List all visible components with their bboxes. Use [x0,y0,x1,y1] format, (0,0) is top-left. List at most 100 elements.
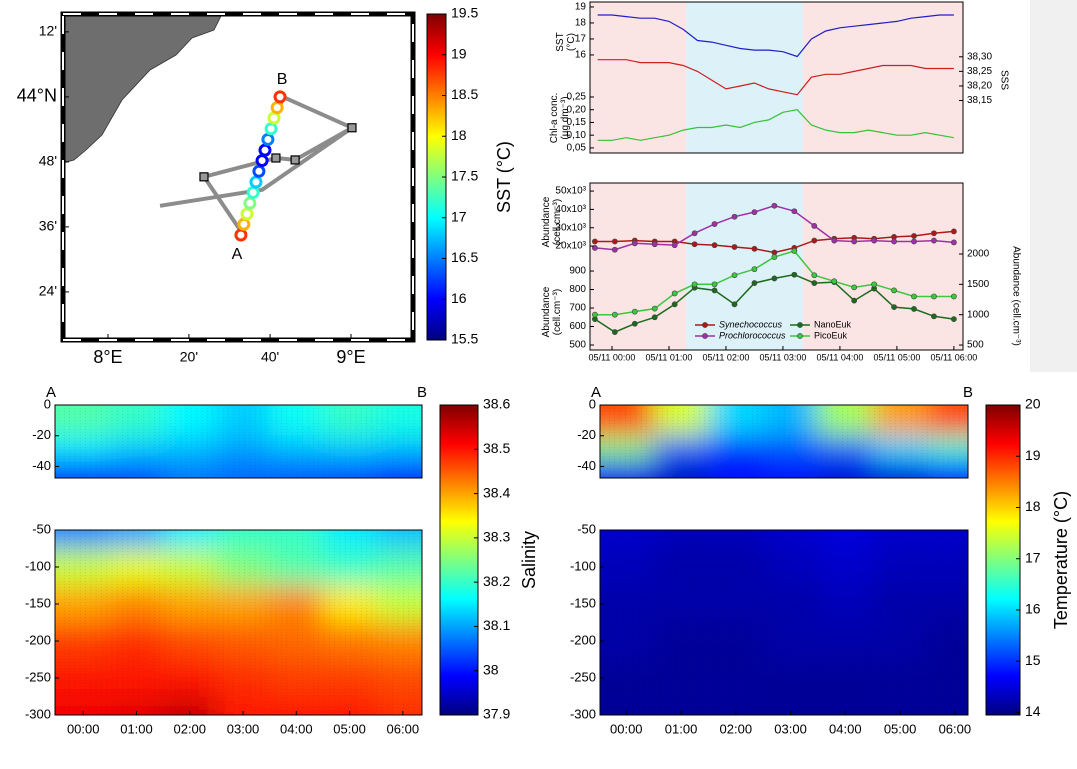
colorbar-tick-label: 38.3 [483,529,510,545]
series-marker [671,242,678,249]
colorbar-tick-label: 16.5 [451,249,478,265]
section-cell [163,696,217,715]
section-cell [708,585,764,623]
x-tick-label: 40' [261,349,279,365]
section-cell [817,460,874,478]
colorbar-tick-label: 18 [451,127,467,143]
y-tick-label: 2000 [967,249,990,260]
colorbar-tick-label: 19 [451,45,467,61]
y-tick-label: 1000 [967,309,990,320]
y-axis-label: Abundance [541,286,552,337]
colorbar-tick-label: 14 [1025,703,1041,719]
y-tick-label: -100 [570,558,596,573]
y-tick-label: 0 [589,396,596,411]
x-tick-label: 05/11 04:00 [816,352,863,362]
section-cell [163,585,217,623]
section-cell [109,460,164,478]
section-cell [600,460,655,478]
series-marker [631,320,638,327]
y-tick-label: 12' [39,23,57,39]
section-cell [163,659,217,697]
x-tick-label: 00:00 [67,721,100,736]
section-cell [872,585,928,623]
colorbar-tick-label: 16 [1025,601,1041,617]
section-cell [269,460,324,478]
section-panel [55,530,422,715]
colorbar-tick-label: 38.5 [483,440,510,456]
section-cell [322,585,377,623]
point-label: B [277,71,288,88]
x-tick-label: 8°E [93,347,122,367]
section-cell [872,659,928,697]
section-cell [872,622,928,660]
section-cell [376,696,422,715]
section-cell [817,659,874,697]
series-marker [592,238,598,245]
colorbar-tick-label: 17.5 [451,168,478,184]
section-cell [872,530,928,549]
section-cell [817,585,874,623]
section-cell [163,435,217,461]
colorbar-tick-label: 20 [1025,396,1041,412]
sst-point [246,185,260,199]
section-cell [763,585,819,623]
series-marker [671,301,678,308]
section-end-label: B [963,384,973,401]
section-cell [653,548,709,586]
sst-point [240,207,254,221]
y-tick-label: 0,10 [567,130,587,141]
series-marker [651,314,658,321]
y-tick-label: 38,30 [967,51,992,62]
series-marker [891,238,897,245]
x-tick-label: 04:00 [829,721,862,736]
series-marker [811,272,818,279]
y-tick-label: 1500 [967,279,990,290]
coastline [62,13,223,164]
section-cell [653,696,709,715]
legend-marker [702,333,708,339]
section-cell [322,622,377,660]
section-cell [322,530,377,549]
plot-frame [589,182,964,351]
plot-frame [589,1,964,154]
section-cell [55,659,111,697]
section-cell [376,622,422,660]
panel-frame [54,404,423,479]
colorbar-tick-label: 38.1 [483,617,510,633]
sst-point [267,111,281,125]
section-cell [269,585,324,623]
section-cell [322,405,377,437]
section-cell [600,405,655,437]
section-cell [763,622,819,660]
y-axis-label: Abundance (cell.cm⁻³) [1010,246,1021,346]
legend-label: NanoEuk [814,319,852,329]
y-tick-label: -20 [32,427,51,442]
section-cell [872,405,928,437]
section-cell [109,696,164,715]
section-cell [163,530,217,549]
series-marker [691,241,698,248]
section-cell [163,548,217,586]
x-tick-label: 05/11 00:00 [589,352,636,362]
section-cell [763,460,819,478]
y-tick-label: 700 [569,303,586,314]
section-cell [708,530,764,549]
y-tick-label: -150 [25,595,51,610]
y-tick-label: -300 [25,706,51,721]
section-cell [927,622,968,660]
series-marker [911,306,917,312]
section-cell [55,622,111,660]
section-cell [163,405,217,437]
x-tick-label: 05:00 [333,721,366,736]
region [802,2,963,153]
series-marker [711,287,718,294]
section-cell [600,659,655,697]
section-cell [269,659,324,697]
y-tick-label: -200 [570,632,596,647]
colorbar-tick-label: 37.9 [483,706,510,722]
section-cell [763,435,819,461]
x-tick-label: 05/11 03:00 [759,352,806,362]
colorbar-tick-label: 16 [451,290,467,306]
y-tick-label: 0,25 [567,92,587,103]
section-cell [653,405,709,437]
